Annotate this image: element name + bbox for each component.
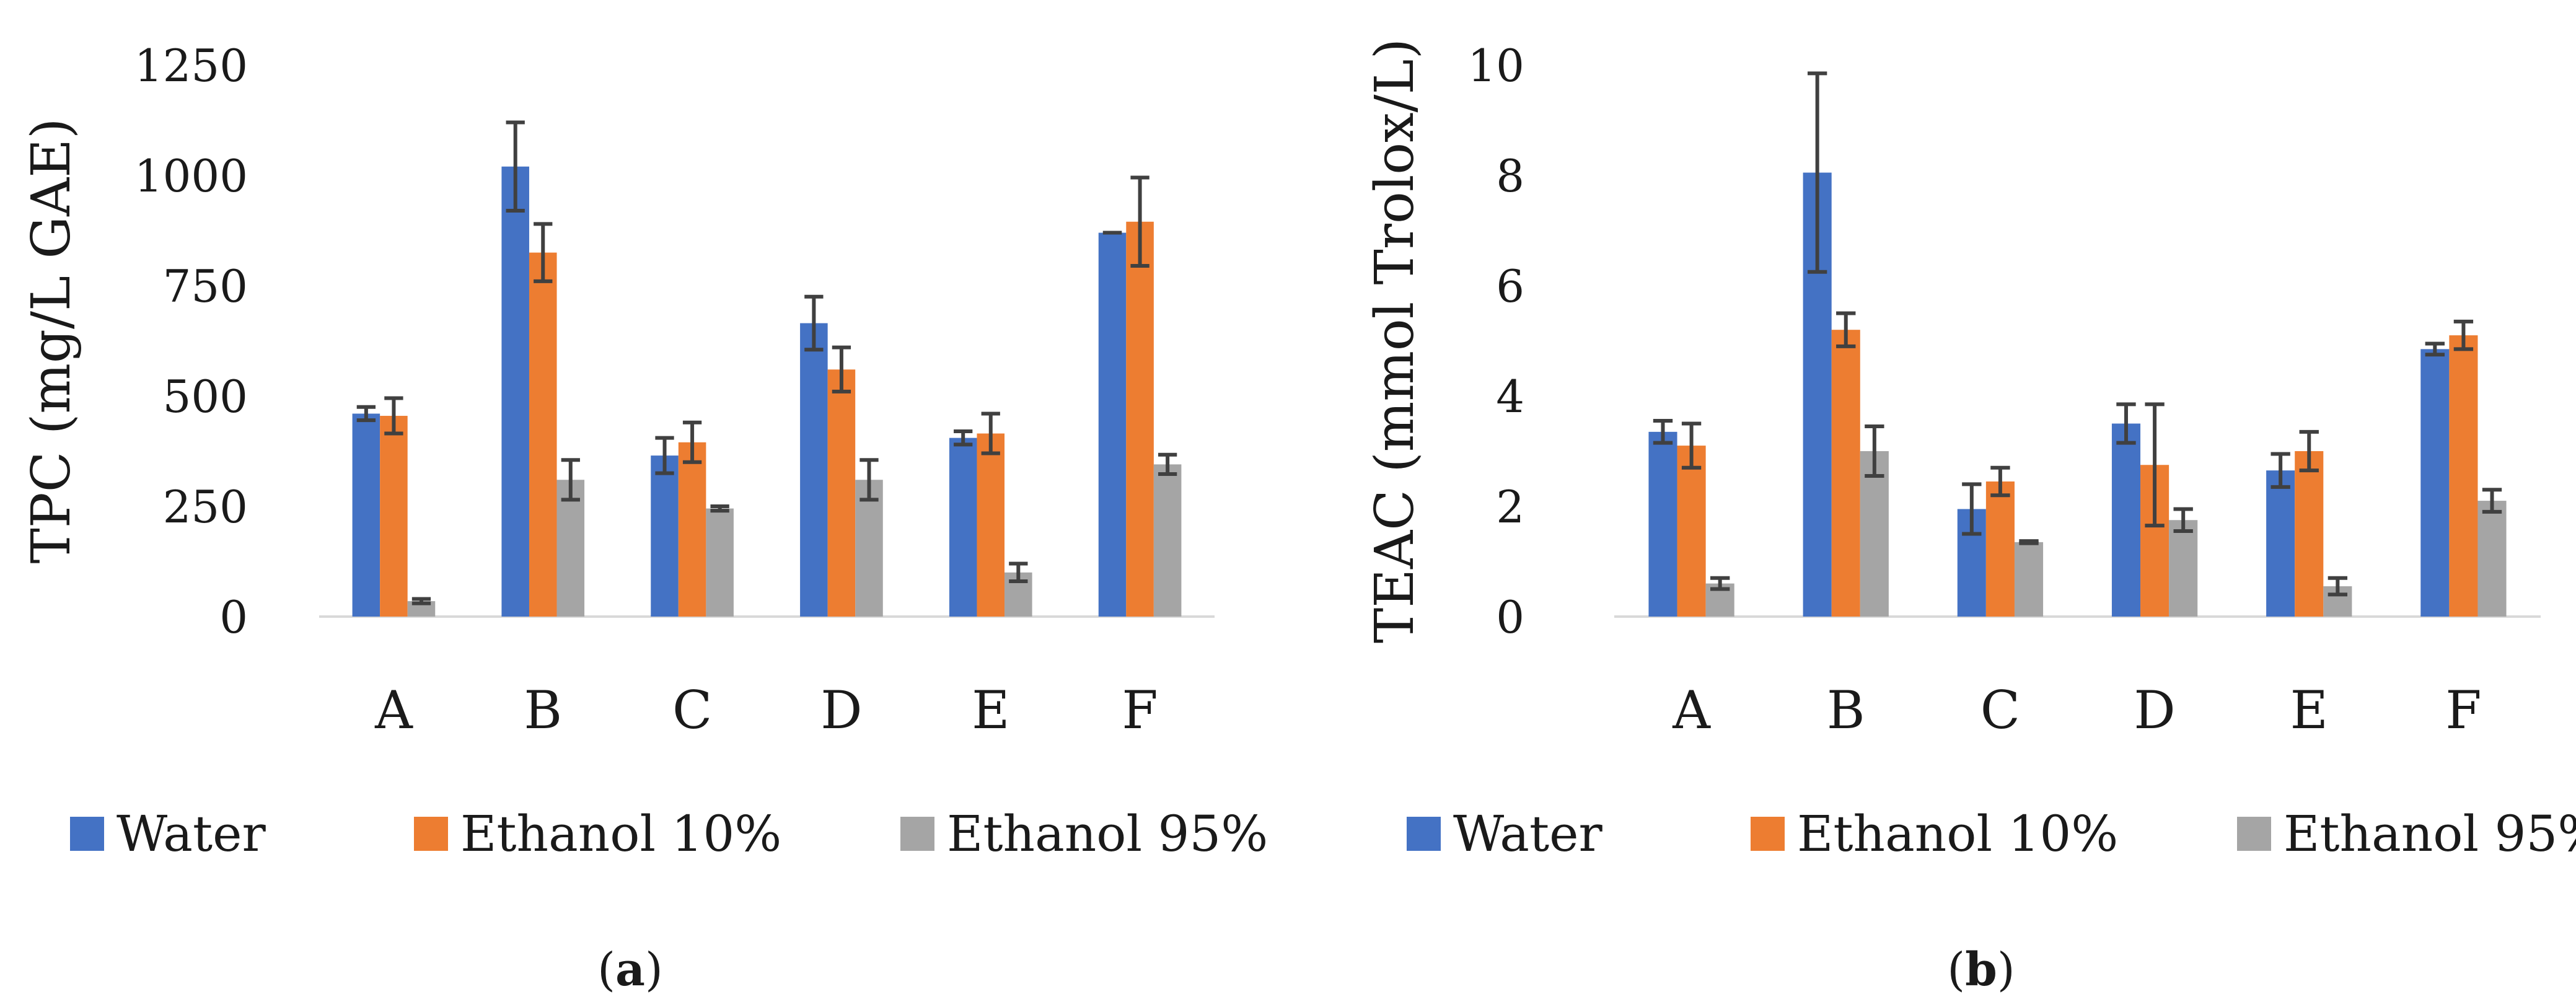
x-tick-label: D xyxy=(820,680,862,741)
x-tick-label: D xyxy=(2134,680,2175,741)
bar-ethanol-10- xyxy=(827,369,856,617)
bar-water xyxy=(1648,431,1677,617)
bar-ethanol-95- xyxy=(1153,464,1182,617)
bar-water xyxy=(949,438,977,617)
legend-swatch xyxy=(414,817,448,851)
bar-ethanol-10- xyxy=(1831,330,1860,617)
y-tick-label: 4 xyxy=(1496,371,1524,423)
panel-caption: (b) xyxy=(1947,943,2015,996)
x-tick-label: C xyxy=(1980,680,2020,741)
legend-label: Water xyxy=(1453,805,1602,863)
bar-ethanol-10- xyxy=(529,252,557,617)
bar-ethanol-95- xyxy=(2169,520,2198,617)
x-tick-label: F xyxy=(2445,680,2481,741)
y-tick-label: 0 xyxy=(1496,591,1524,643)
bar-ethanol-10- xyxy=(1677,446,1706,617)
bar-ethanol-10- xyxy=(1985,481,2015,617)
bar-ethanol-95- xyxy=(2477,501,2507,617)
chart-panel-b: 0 2 4 6 8 10 TEAC (mmol Trolox/L) A B C D E F Water Et… xyxy=(1364,38,2576,996)
legend-label: Water xyxy=(116,805,266,863)
bar-ethanol-95- xyxy=(706,508,734,617)
legend-swatch xyxy=(70,817,104,851)
bar-ethanol-95- xyxy=(2014,542,2044,617)
bar-water xyxy=(2266,470,2295,617)
legend-swatch xyxy=(2237,817,2271,851)
y-tick-label: 500 xyxy=(163,371,248,423)
legend-swatch xyxy=(900,817,934,851)
legend-label: Ethanol 95% xyxy=(947,805,1268,863)
bar-water xyxy=(1098,232,1127,617)
x-tick-label: B xyxy=(1827,680,1865,741)
y-axis-title: TEAC (mmol Trolox/L) xyxy=(1364,38,1426,643)
x-tick-label: A xyxy=(1672,680,1711,741)
bar-ethanol-10- xyxy=(380,416,408,617)
x-tick-label: A xyxy=(374,680,413,741)
y-tick-label: 8 xyxy=(1496,150,1524,202)
y-axis-title: TPC (mg/L GAE) xyxy=(20,118,82,563)
legend-label: Ethanol 10% xyxy=(1797,805,2118,863)
y-tick-label: 6 xyxy=(1496,260,1524,312)
bar-ethanol-95- xyxy=(1860,451,1889,617)
bar-ethanol-95- xyxy=(855,480,883,617)
bar-ethanol-10- xyxy=(2449,335,2478,617)
y-tick-label: 1000 xyxy=(134,150,248,202)
legend-label: Ethanol 95% xyxy=(2284,805,2576,863)
bar-ethanol-10- xyxy=(678,442,706,617)
legend-label: Ethanol 10% xyxy=(460,805,781,863)
bar-water xyxy=(2111,423,2141,617)
x-tick-label: E xyxy=(2290,680,2328,741)
y-tick-label: 2 xyxy=(1496,481,1524,533)
panel-caption: (a) xyxy=(597,943,663,996)
bar-water xyxy=(2420,349,2450,617)
legend-swatch xyxy=(1407,817,1441,851)
y-tick-label: 1250 xyxy=(134,40,248,92)
legend-swatch xyxy=(1751,817,1785,851)
y-tick-label: 10 xyxy=(1467,40,1524,92)
bar-water xyxy=(352,413,380,617)
bar-water xyxy=(800,323,828,617)
y-tick-label: 750 xyxy=(163,260,248,312)
x-tick-label: C xyxy=(672,680,712,741)
bar-ethanol-95- xyxy=(556,480,585,617)
bar-ethanol-10- xyxy=(977,433,1005,617)
bar-ethanol-10- xyxy=(2295,451,2324,617)
bar-water xyxy=(651,455,679,617)
bar-water xyxy=(501,166,529,617)
bar-ethanol-10- xyxy=(1126,221,1154,617)
y-tick-label: 0 xyxy=(219,591,248,643)
y-tick-label: 250 xyxy=(163,481,248,533)
chart-panel-a: 0 250 500 750 1000 1250 TPC (mg/L GAE) A B C D E F Wa… xyxy=(20,40,1268,996)
x-tick-label: B xyxy=(524,680,562,741)
x-tick-label: F xyxy=(1122,680,1158,741)
x-tick-label: E xyxy=(972,680,1009,741)
